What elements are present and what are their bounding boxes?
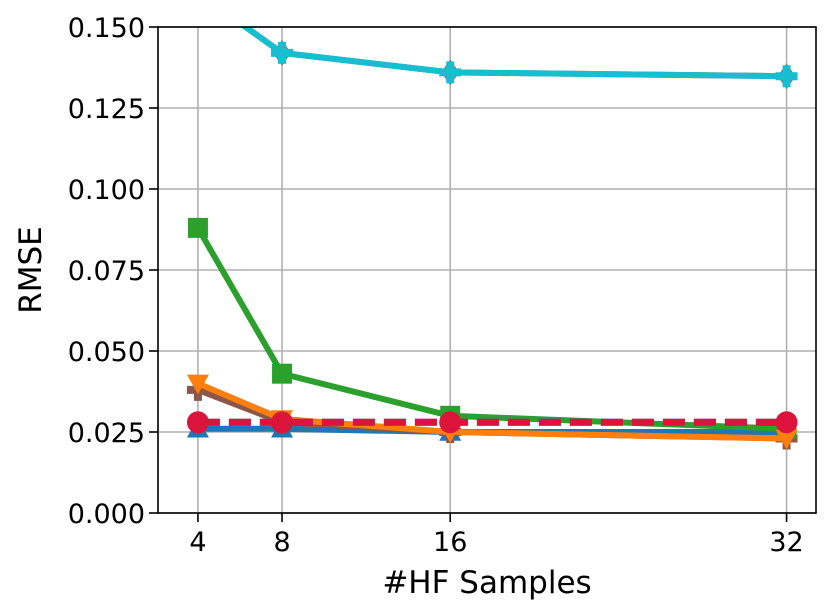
x-axis-label: #HF Samples: [382, 565, 591, 601]
data-point: [775, 65, 798, 88]
y-tick-label: 0.025: [68, 418, 145, 449]
y-tick-label: 0.125: [68, 94, 145, 125]
data-point: [186, 374, 209, 395]
series-2: [187, 217, 797, 439]
data-point: [271, 41, 294, 64]
y-axis-label: RMSE: [13, 226, 49, 314]
y-tick-label: 0.150: [68, 13, 145, 44]
x-tick-label: 8: [273, 527, 290, 558]
series-line: [197, 425, 787, 435]
data-point: [271, 411, 294, 434]
data-point: [272, 363, 293, 384]
data-series: [186, 0, 798, 450]
data-point: [439, 411, 462, 434]
x-tick-label: 16: [433, 527, 467, 558]
data-point: [189, 0, 207, 6]
data-point: [775, 429, 798, 450]
series-line: [240, 27, 787, 80]
data-point: [187, 217, 208, 238]
y-tick-label: 0.000: [68, 499, 145, 530]
data-point: [187, 0, 209, 4]
series-5: [187, 0, 798, 88]
x-tick-label: 32: [769, 527, 803, 558]
series-7: [186, 411, 798, 434]
y-tick-label: 0.050: [68, 337, 145, 368]
series-line: [195, 226, 787, 432]
y-tick-label: 0.075: [68, 256, 145, 287]
data-point: [775, 411, 798, 434]
data-point: [186, 411, 209, 434]
axis-ticks: 0.000 0.025 0.050 0.075 0.100 0.125 0.150 4 8 16 3…: [68, 13, 804, 558]
series-line: [240, 27, 787, 80]
x-tick-label: 4: [189, 527, 206, 558]
y-tick-label: 0.100: [68, 175, 145, 206]
data-point: [439, 61, 462, 84]
